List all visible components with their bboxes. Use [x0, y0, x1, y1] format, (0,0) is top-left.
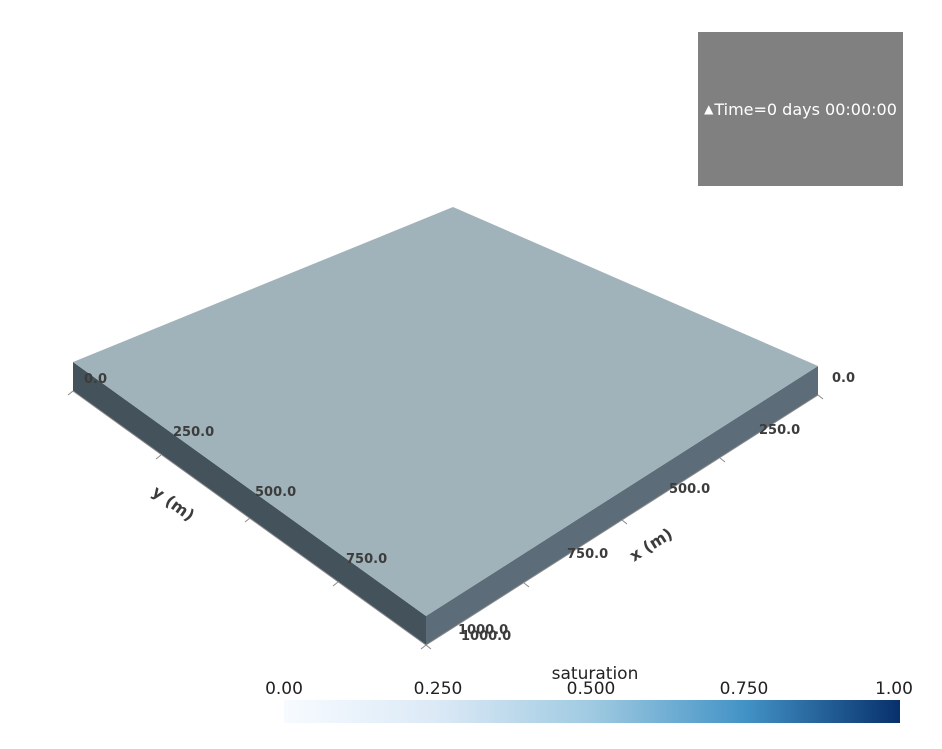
x-axis-tick — [817, 394, 824, 400]
y-axis-tick — [332, 581, 339, 587]
time-text: Time=0 days 00:00:00 — [714, 99, 897, 119]
slab-left-face — [73, 362, 426, 645]
colorbar-gradient — [284, 700, 900, 723]
x-axis-title: x (m) — [626, 524, 676, 565]
y-tick-label: 0.0 — [84, 372, 107, 387]
slab-right-face — [426, 366, 818, 645]
time-annotation: ▲ Time=0 days 00:00:00 — [698, 32, 903, 186]
y-tick-label: 250.0 — [173, 425, 214, 440]
colorbar-title: saturation — [551, 664, 639, 684]
x-axis-tick — [719, 457, 726, 463]
reservoir-slab — [73, 207, 818, 645]
x-tick-label: 500.0 — [669, 482, 710, 497]
colorbar-label: 0.750 — [719, 679, 769, 699]
y-tick-label: 750.0 — [346, 552, 387, 567]
x-axis-tick — [425, 644, 432, 650]
y-axis-tick — [67, 390, 74, 396]
x-tick-label: 0.0 — [832, 371, 855, 386]
y-tick-label: 500.0 — [255, 485, 296, 500]
x-tick-label: 1000.0 — [461, 629, 511, 644]
colorbar-label: 0.00 — [265, 679, 303, 699]
y-axis-tick — [244, 517, 251, 523]
y-axis-tick — [155, 454, 162, 460]
colorbar-label: 0.500 — [566, 679, 616, 699]
y-tick-label: 1000.0 — [458, 623, 508, 638]
x-axis-tick — [523, 582, 530, 588]
slab-top-face — [73, 207, 818, 616]
x-axis-tick — [621, 519, 628, 525]
y-axis-tick — [420, 644, 427, 650]
x-tick-label: 250.0 — [759, 423, 800, 438]
colorbar-label: 0.250 — [413, 679, 463, 699]
colorbar-label: 1.00 — [875, 679, 913, 699]
triangle-icon: ▲ — [704, 102, 714, 116]
y-axis-title: y (m) — [149, 482, 198, 525]
x-tick-label: 750.0 — [567, 547, 608, 562]
